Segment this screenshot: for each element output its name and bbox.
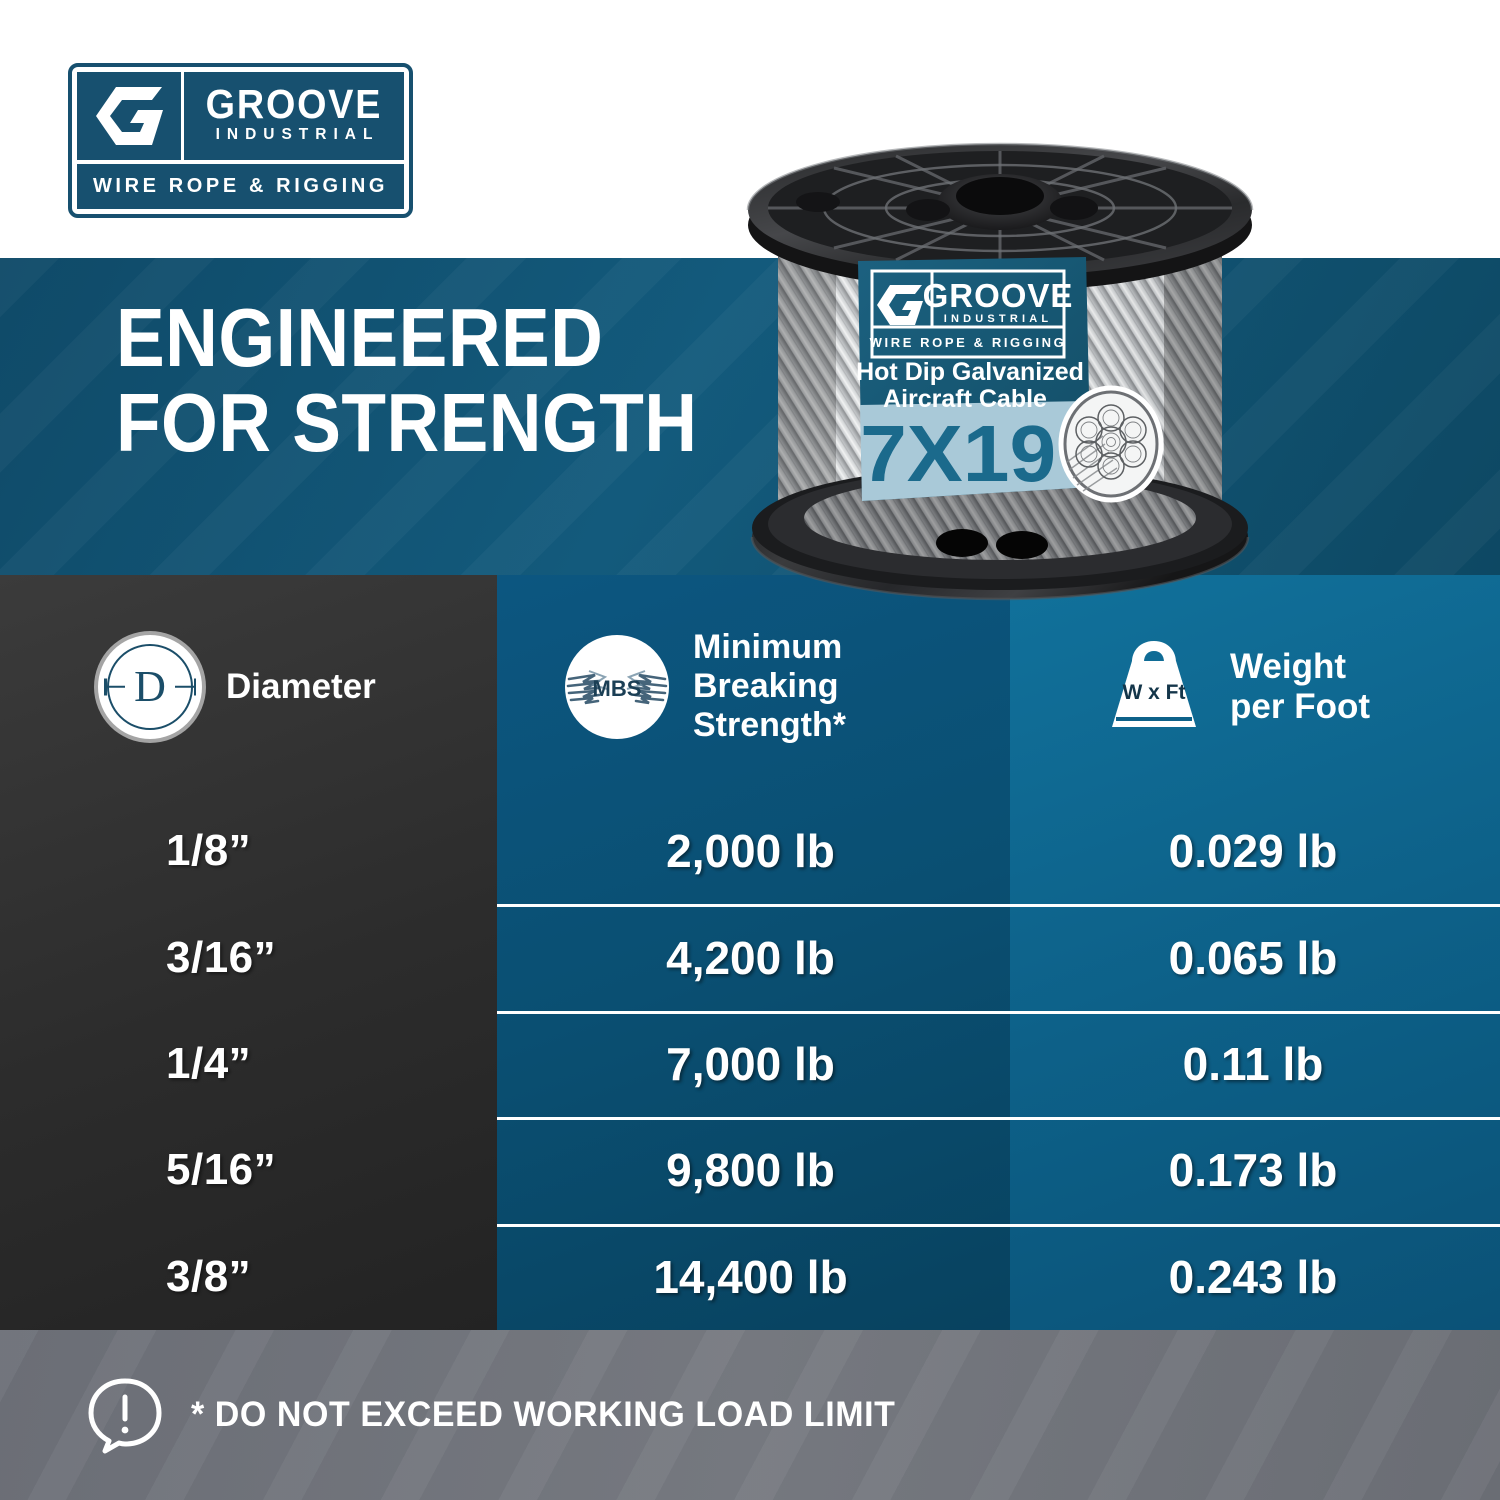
cable-cross-section-icon (1058, 385, 1164, 503)
cell-weight: 0.243 lb (1168, 1250, 1338, 1303)
table-header-mbs: MBS Minimum Breaking Strength* (497, 575, 1010, 798)
product-image-spool: GROOVE INDUSTRIAL WIRE ROPE & RIGGING Ho… (700, 10, 1300, 635)
table-row: 5/16” 9,800 lb 0.173 lb (0, 1117, 1500, 1223)
mbs-icon: MBS (565, 634, 669, 739)
footer-warning-text: * DO NOT EXCEED WORKING LOAD LIMIT (191, 1395, 896, 1434)
cell-weight: 0.065 lb (1168, 931, 1338, 984)
table-header-row: D Diameter (0, 575, 1500, 798)
svg-text:GROOVE: GROOVE (923, 277, 1074, 314)
weight-icon-text: W x Ft (1123, 681, 1186, 704)
cell-diameter: 3/16” (166, 932, 277, 982)
product-label: GROOVE INDUSTRIAL WIRE ROPE & RIGGING Ho… (856, 257, 1091, 501)
table-header-weight-label: Weight per Foot (1230, 646, 1370, 726)
table-row: 3/16” 4,200 lb 0.065 lb (0, 904, 1500, 1010)
cell-mbs: 9,800 lb (666, 1144, 835, 1197)
svg-text:Hot Dip Galvanized: Hot Dip Galvanized (856, 358, 1084, 386)
table-header-diameter: D Diameter (0, 575, 497, 798)
table-header-mbs-label: Minimum Breaking Strength* (693, 628, 846, 744)
cell-mbs: 4,200 lb (666, 931, 835, 984)
specifications-table: D Diameter (0, 575, 1500, 1330)
diameter-icon: D (98, 634, 202, 739)
column-weight-bg (1010, 575, 1500, 1330)
hero-banner: ENGINEERED FOR STRENGTH (0, 258, 1500, 578)
logo-brand-name: GROOVE (205, 80, 383, 127)
cell-diameter: 3/8” (166, 1251, 252, 1301)
cell-weight: 0.029 lb (1168, 825, 1338, 878)
table-header-weight: W x Ft Weight per Foot (1010, 575, 1500, 798)
g-hexagon-icon (96, 87, 163, 145)
svg-text:7X19: 7X19 (860, 410, 1056, 499)
cell-mbs: 7,000 lb (666, 1037, 835, 1090)
table-row: 1/4” 7,000 lb 0.11 lb (0, 1010, 1500, 1117)
brand-logo: GROOVE INDUSTRIAL WIRE ROPE & RIGGING (68, 63, 413, 218)
cell-diameter: 1/4” (166, 1038, 252, 1088)
wire-rope-spool-illustration (746, 142, 1254, 601)
table-body: 1/8” 2,000 lb 0.029 lb 3/16” 4,200 lb 0.… (0, 798, 1500, 1330)
mbs-icon-text: MBS (593, 676, 642, 701)
cell-diameter: 1/8” (166, 826, 252, 876)
svg-text:INDUSTRIAL: INDUSTRIAL (944, 313, 1053, 325)
diameter-icon-text: D (134, 661, 166, 711)
page-title: ENGINEERED FOR STRENGTH (116, 291, 698, 469)
table-header-diameter-label: Diameter (226, 666, 376, 706)
cell-weight: 0.173 lb (1168, 1144, 1338, 1197)
svg-text:Aircraft Cable: Aircraft Cable (883, 385, 1047, 413)
table-row: 1/8” 2,000 lb 0.029 lb (0, 798, 1500, 904)
exclamation-speech-bubble-icon (88, 1378, 162, 1454)
footer-warning-bar: * DO NOT EXCEED WORKING LOAD LIMIT (0, 1330, 1500, 1500)
logo-brand-sub: INDUSTRIAL (215, 126, 380, 144)
cell-diameter: 5/16” (166, 1145, 277, 1195)
cell-mbs: 14,400 lb (653, 1250, 848, 1303)
table-row: 3/8” 14,400 lb 0.243 lb (0, 1223, 1500, 1330)
column-diameter-bg (0, 575, 497, 1330)
groove-g-mark-icon (77, 72, 181, 160)
cell-weight: 0.11 lb (1182, 1037, 1324, 1090)
weight-icon: W x Ft (1112, 640, 1196, 727)
svg-text:WIRE ROPE & RIGGING: WIRE ROPE & RIGGING (870, 335, 1067, 350)
cell-mbs: 2,000 lb (666, 825, 835, 878)
logo-tagline: WIRE ROPE & RIGGING (92, 175, 389, 197)
